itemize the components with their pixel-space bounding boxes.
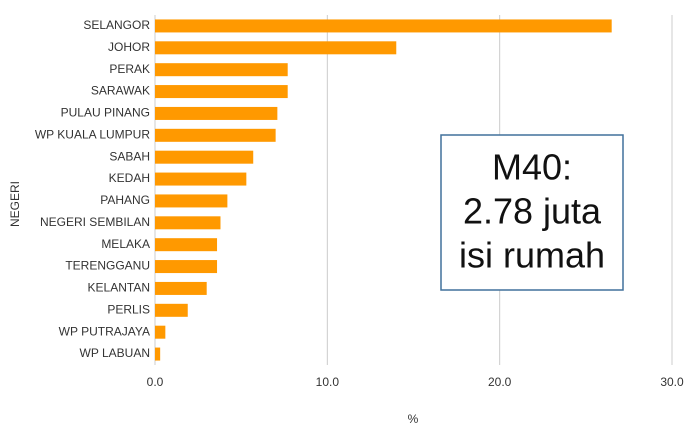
bar [155, 41, 397, 55]
y-axis-label: NEGERI [8, 181, 22, 227]
bar [155, 172, 247, 186]
annotation-text: M40: [492, 147, 572, 188]
y-tick-label: SARAWAK [91, 84, 150, 98]
y-tick-label: WP LABUAN [80, 346, 150, 360]
x-axis-label: % [408, 412, 419, 426]
bar [155, 238, 218, 252]
bar [155, 347, 161, 361]
y-tick-label: JOHOR [108, 40, 150, 54]
annotation-text: isi rumah [459, 235, 605, 276]
annotation-text: 2.78 juta [463, 191, 602, 232]
bar [155, 216, 221, 230]
bar [155, 260, 218, 274]
y-tick-label: TERENGGANU [65, 259, 150, 273]
bar [155, 63, 288, 77]
y-tick-label: SELANGOR [83, 18, 150, 32]
bar [155, 19, 612, 33]
y-tick-label: PULAU PINANG [61, 106, 150, 120]
bar [155, 106, 278, 120]
annotation-box [440, 134, 624, 291]
y-tick-label: WP PUTRAJAYA [59, 324, 150, 338]
x-tick-label: 20.0 [488, 375, 512, 389]
y-tick-label: PERAK [109, 62, 150, 76]
y-tick-label: MELAKA [101, 237, 150, 251]
bar [155, 128, 276, 142]
y-tick-label: WP KUALA LUMPUR [35, 127, 150, 141]
bar [155, 325, 166, 339]
bar [155, 194, 228, 208]
y-tick-label: KEDAH [109, 171, 150, 185]
y-tick-label: SABAH [109, 149, 150, 163]
y-tick-label: PAHANG [100, 193, 150, 207]
y-tick-label: NEGERI SEMBILAN [40, 215, 150, 229]
bar [155, 85, 288, 99]
y-tick-label: PERLIS [107, 302, 150, 316]
x-tick-label: 0.0 [147, 375, 164, 389]
bar [155, 150, 254, 164]
bar [155, 281, 207, 295]
x-tick-label: 10.0 [316, 375, 340, 389]
bar [155, 303, 188, 317]
x-tick-label: 30.0 [660, 375, 684, 389]
y-tick-label: KELANTAN [88, 281, 150, 295]
